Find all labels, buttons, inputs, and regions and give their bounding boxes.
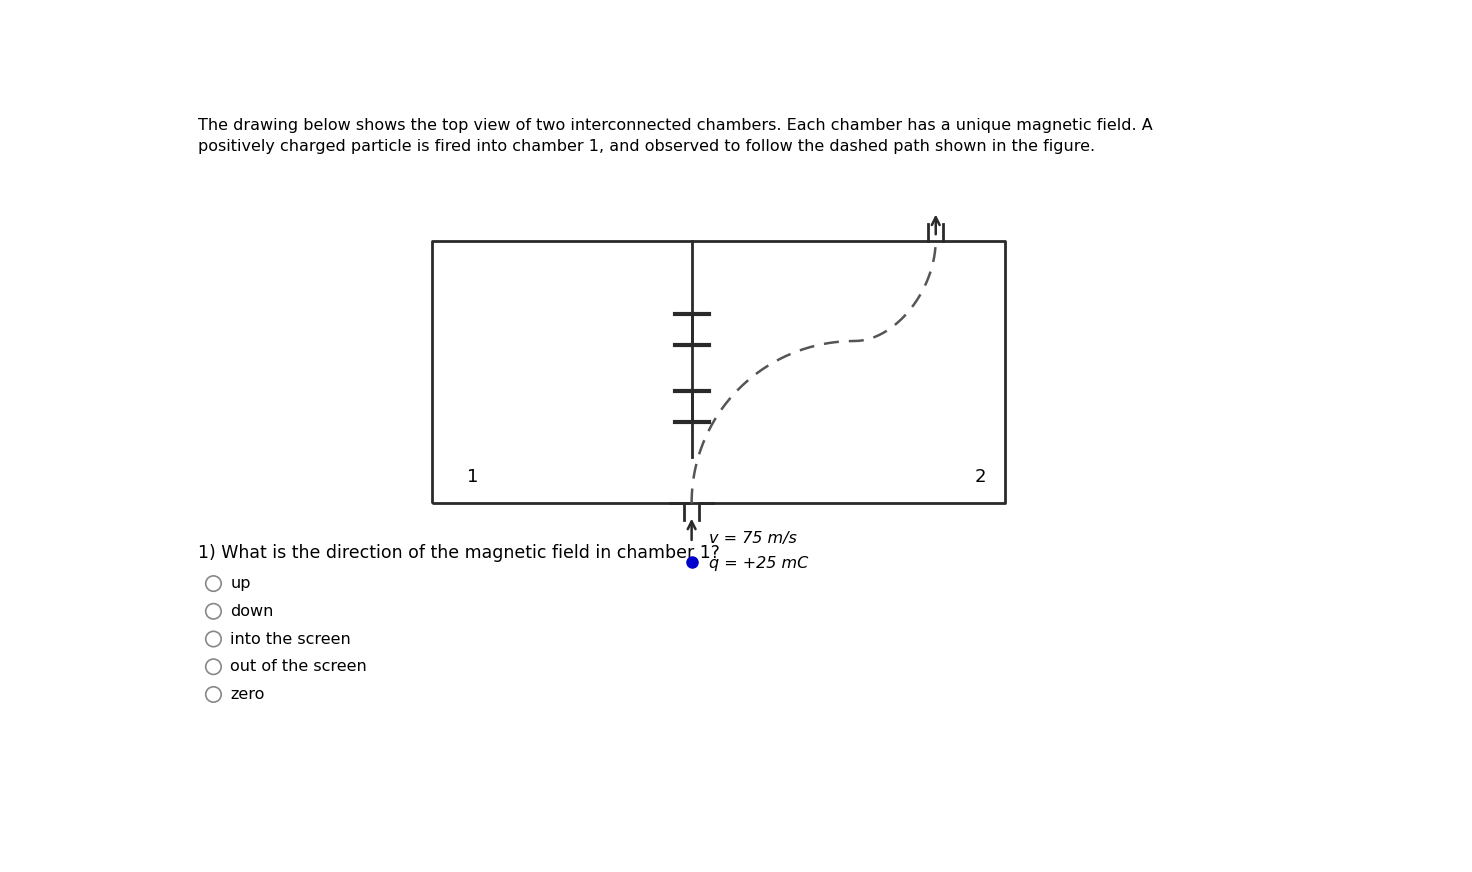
Text: 1: 1 (467, 467, 478, 486)
Text: 1) What is the direction of the magnetic field in chamber 1?: 1) What is the direction of the magnetic… (197, 543, 720, 562)
Text: v = 75 m/s: v = 75 m/s (708, 531, 796, 547)
Text: 2: 2 (974, 467, 986, 486)
Text: down: down (231, 603, 274, 619)
Text: zero: zero (231, 687, 265, 702)
Text: out of the screen: out of the screen (231, 659, 367, 674)
Text: The drawing below shows the top view of two interconnected chambers. Each chambe: The drawing below shows the top view of … (197, 118, 1153, 153)
Text: q = +25 mC: q = +25 mC (708, 556, 808, 571)
Text: into the screen: into the screen (231, 631, 352, 646)
Text: up: up (231, 576, 252, 591)
